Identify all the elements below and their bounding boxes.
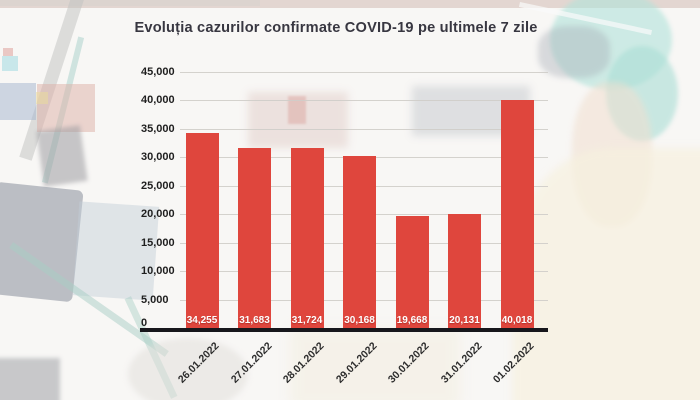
y-tick-label: 45,000 (141, 66, 175, 78)
y-tick-label: 25,000 (141, 179, 175, 192)
gridline (180, 100, 548, 102)
y-tick-label: 10,000 (141, 265, 175, 278)
protective-gown-shape (512, 148, 700, 400)
y-tick-label: 0 (141, 317, 148, 329)
ceiling-rail-shape (0, 0, 700, 8)
x-axis-line (140, 328, 548, 332)
bar: 34,255 (185, 133, 219, 328)
gridline (180, 72, 548, 73)
y-tick-label: 35,000 (141, 122, 175, 135)
bar-value-label: 40,018 (501, 314, 533, 326)
bar: 31,683 (238, 147, 271, 328)
x-tick-label: 26.01.2022 (175, 340, 222, 386)
pillow-shape (128, 338, 248, 400)
y-tick-label: 15,000 (141, 236, 175, 249)
bar-value-label: 19,668 (396, 314, 428, 326)
goggles-shape (538, 26, 610, 78)
machine-base-shape (0, 358, 60, 400)
bar-value-label: 34,255 (186, 314, 218, 326)
y-tick-label: 20,000 (141, 208, 175, 221)
bar: 20,131 (448, 213, 481, 328)
bar: 40,018 (500, 100, 534, 328)
bar: 30,168 (343, 156, 376, 328)
bar-value-label: 31,724 (291, 315, 323, 326)
y-tick-label: 30,000 (141, 151, 175, 164)
cyan-module-shape (2, 56, 18, 71)
ceiling-rail-left-shape (0, 0, 260, 6)
yellow-button-shape (36, 92, 48, 104)
bar-value-label: 20,131 (449, 315, 480, 326)
shelf-red-item-shape (288, 96, 306, 124)
red-module-shape (3, 48, 13, 56)
chart-title: Evoluția cazurilor confirmate COVID-19 p… (134, 20, 538, 36)
bar: 31,724 (290, 147, 324, 328)
warm-glow-shape (290, 328, 460, 400)
bar: 19,668 (395, 216, 429, 328)
y-tick-label: 40,000 (141, 94, 175, 107)
bar-value-label: 31,683 (239, 314, 270, 326)
blue-module-shape (0, 83, 36, 120)
bar-value-label: 30,168 (344, 314, 375, 326)
y-tick-label: 5,000 (141, 293, 169, 306)
gridline (180, 128, 548, 130)
